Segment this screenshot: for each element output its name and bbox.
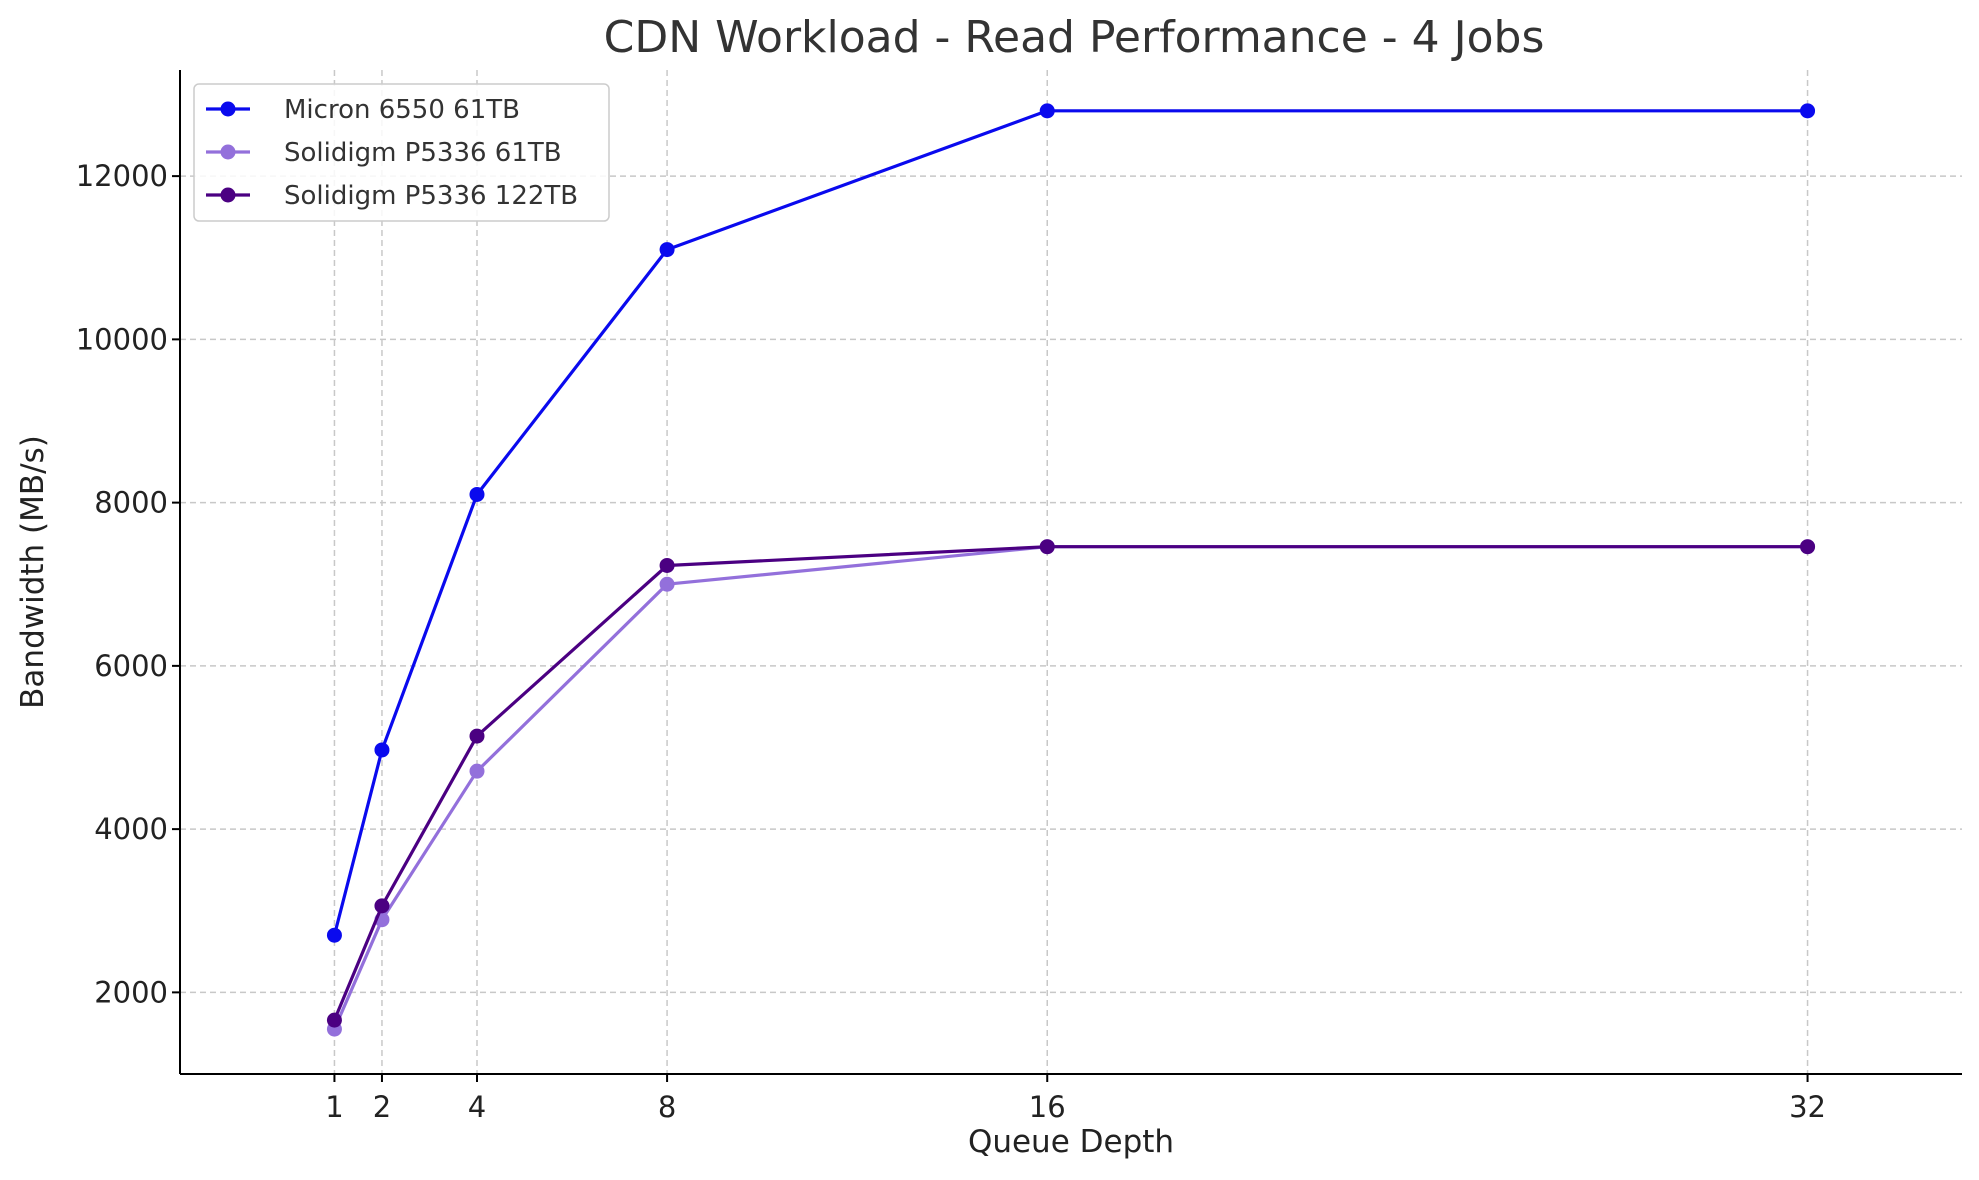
legend-marker [220,187,236,203]
data-point [1800,539,1816,555]
ticks: 1 2 4 8 16 32 2000 4000 6000 8000 10000 12000 [76,159,1826,1124]
x-tick-label: 4 [468,1090,486,1124]
data-point [469,486,485,502]
data-point [1039,103,1055,119]
legend-box [193,83,610,222]
data-point [659,242,675,258]
data-point [469,728,485,744]
legend-item: Micron 6550 61TB [206,95,520,125]
chart-title: CDN Workload - Read Performance - 4 Jobs [604,12,1545,63]
legend-item: Solidigm P5336 61TB [206,138,562,168]
legend-label: Micron 6550 61TB [284,95,520,125]
x-axis-label: Queue Depth [968,1124,1174,1160]
data-point [326,1012,342,1028]
series-line [332,109,1808,936]
series-layer [326,103,1816,1037]
series-1 [326,103,1816,943]
x-tick-label: 8 [658,1090,676,1124]
x-tick-label: 2 [373,1090,391,1124]
legend-marker [220,101,236,117]
y-axis-label: Bandwidth (MB/s) [15,435,51,709]
x-tick-label: 32 [1789,1090,1826,1124]
series-3 [326,539,1816,1028]
data-point [659,576,675,592]
y-tick-label: 10000 [76,322,168,356]
legend-item: Solidigm P5336 122TB [206,181,578,211]
x-tick-label: 16 [1029,1090,1066,1124]
data-point [469,763,485,779]
series-line [332,545,1808,1021]
series-line [332,545,1808,1030]
y-tick-label: 12000 [76,159,168,193]
y-tick-label: 6000 [94,649,168,683]
legend: Micron 6550 61TB Solidigm P5336 61TB Solid… [193,83,610,222]
legend-label: Solidigm P5336 122TB [284,181,578,211]
data-point [659,557,675,573]
y-tick-label: 2000 [94,975,168,1009]
data-point [1800,103,1816,119]
x-tick-label: 1 [325,1090,343,1124]
data-point [374,898,390,914]
series-2 [326,539,1816,1037]
data-point [1039,539,1055,555]
legend-label: Solidigm P5336 61TB [284,138,562,168]
y-tick-label: 4000 [94,812,168,846]
legend-marker [220,144,236,160]
data-point [326,927,342,943]
data-point [374,742,390,758]
y-tick-label: 8000 [94,486,168,520]
